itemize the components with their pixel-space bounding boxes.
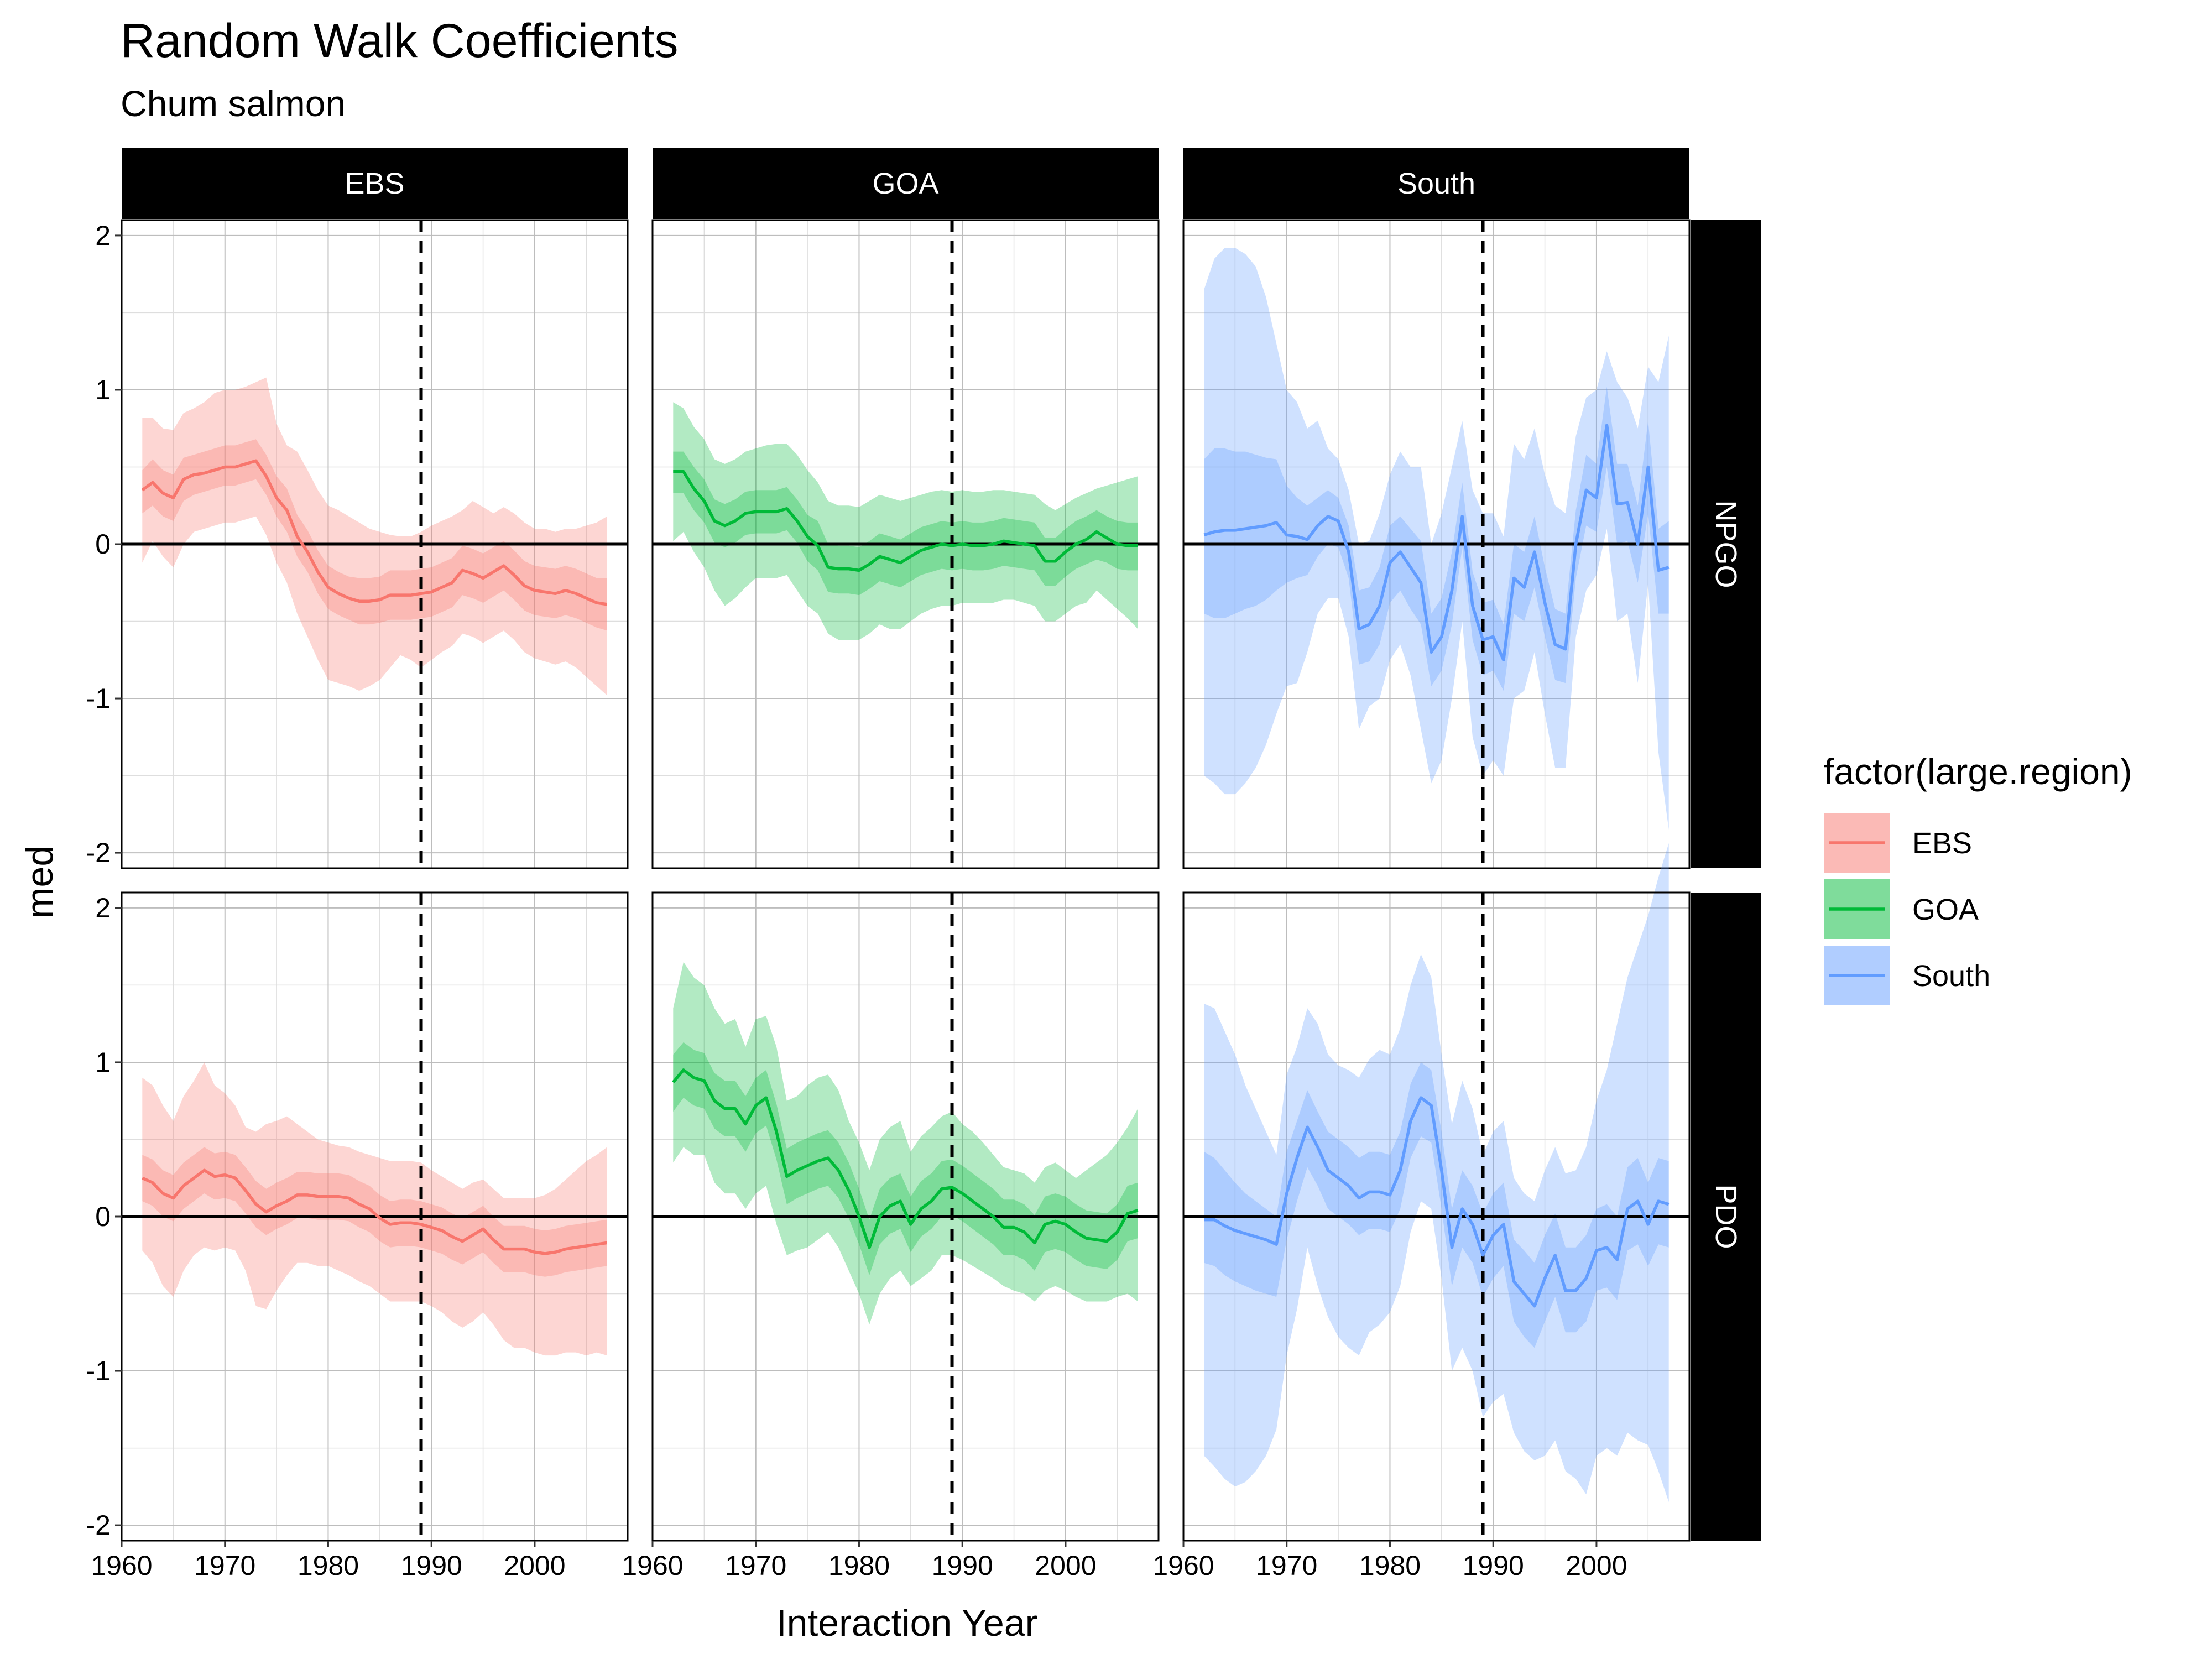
outer-ribbon [1204, 843, 1669, 1503]
legend-key-ebs: EBS [1824, 813, 1972, 873]
panel-pdo-south: 1960 1970 1980 1990 2000 [1152, 843, 1691, 1581]
facet-strip-label: NPGO [1709, 500, 1743, 588]
legend-title: factor(large.region) [1824, 751, 2132, 792]
x-tick-label: 1960 [1152, 1550, 1214, 1581]
y-tick-label: 0 [95, 529, 111, 560]
facet-strip-south [1183, 148, 1689, 219]
x-tick-label: 1990 [1463, 1550, 1524, 1581]
outer-ribbon [1204, 248, 1669, 830]
panel-border [651, 891, 1160, 1542]
x-tick-label: 1980 [298, 1550, 359, 1581]
chart-title: Random Walk Coefficients [121, 14, 679, 67]
median-line [673, 470, 1138, 572]
outer-ribbon [142, 1062, 607, 1356]
facet-strip-label: South [1397, 167, 1475, 200]
panel-pdo-goa: 1960 1970 1980 1990 2000 [622, 891, 1160, 1581]
panel-border [1182, 219, 1691, 869]
y-tick-label: 2 [95, 220, 111, 251]
y-tick-label: -1 [86, 683, 111, 714]
facet-strip-label: GOA [872, 167, 938, 200]
facet-strip-goa [653, 148, 1159, 219]
panel-pdo-ebs: -2 -1 0 1 2 1960 1970 1980 1990 2000 [86, 891, 629, 1581]
inner-ribbon [1204, 387, 1669, 691]
outer-ribbon [673, 402, 1138, 640]
x-tick-label: 1970 [1256, 1550, 1317, 1581]
legend-key-goa: GOA [1824, 879, 1979, 939]
chart-subtitle: Chum salmon [121, 83, 346, 124]
y-axis-title: med [19, 846, 61, 919]
x-tick-label: 2000 [1566, 1550, 1627, 1581]
panel-npgo-ebs: -2 -1 0 1 2 [86, 219, 629, 869]
panel-npgo-south [1182, 219, 1691, 869]
facet-strip-label: PDO [1709, 1184, 1743, 1249]
median-line [141, 459, 608, 606]
legend-label: EBS [1912, 827, 1972, 860]
facet-strip-label: EBS [345, 167, 404, 200]
x-tick-label: 1960 [91, 1550, 152, 1581]
panel-border [651, 219, 1160, 869]
median-line [142, 1168, 608, 1255]
outer-ribbon [142, 377, 607, 696]
facet-strip-npgo [1691, 220, 1761, 868]
facet-strip-ebs [122, 148, 628, 219]
x-axis-title: Interaction Year [776, 1602, 1038, 1644]
legend-label: South [1912, 959, 1990, 993]
legend-key-south: South [1824, 946, 1990, 1005]
x-tick-label: 1990 [401, 1550, 462, 1581]
x-tick-label: 1970 [725, 1550, 786, 1581]
x-tick-label: 1980 [828, 1550, 890, 1581]
y-tick-label: -2 [86, 1510, 111, 1541]
outer-ribbon [673, 962, 1138, 1325]
x-tick-label: 2000 [1035, 1550, 1096, 1581]
x-tick-label: 1970 [194, 1550, 255, 1581]
x-tick-label: 1980 [1359, 1550, 1421, 1581]
x-tick-label: 1960 [622, 1550, 683, 1581]
panel-npgo-goa [651, 219, 1160, 869]
inner-ribbon [1204, 1062, 1669, 1348]
y-tick-label: 0 [95, 1201, 111, 1232]
median-line [1203, 424, 1670, 662]
legend-label: GOA [1912, 893, 1979, 926]
x-tick-label: 2000 [504, 1550, 565, 1581]
y-tick-label: -1 [86, 1355, 111, 1386]
y-tick-label: 1 [95, 374, 111, 405]
x-tick-label: 1990 [932, 1550, 993, 1581]
inner-ribbon [142, 439, 607, 631]
y-tick-label: 2 [95, 893, 111, 924]
median-line [1204, 1096, 1670, 1308]
y-tick-label: 1 [95, 1047, 111, 1078]
y-tick-label: -2 [86, 837, 111, 868]
inner-ribbon [673, 451, 1138, 596]
facet-strip-pdo [1691, 893, 1761, 1541]
median-line [672, 1068, 1139, 1249]
panel-border [1182, 891, 1691, 1542]
